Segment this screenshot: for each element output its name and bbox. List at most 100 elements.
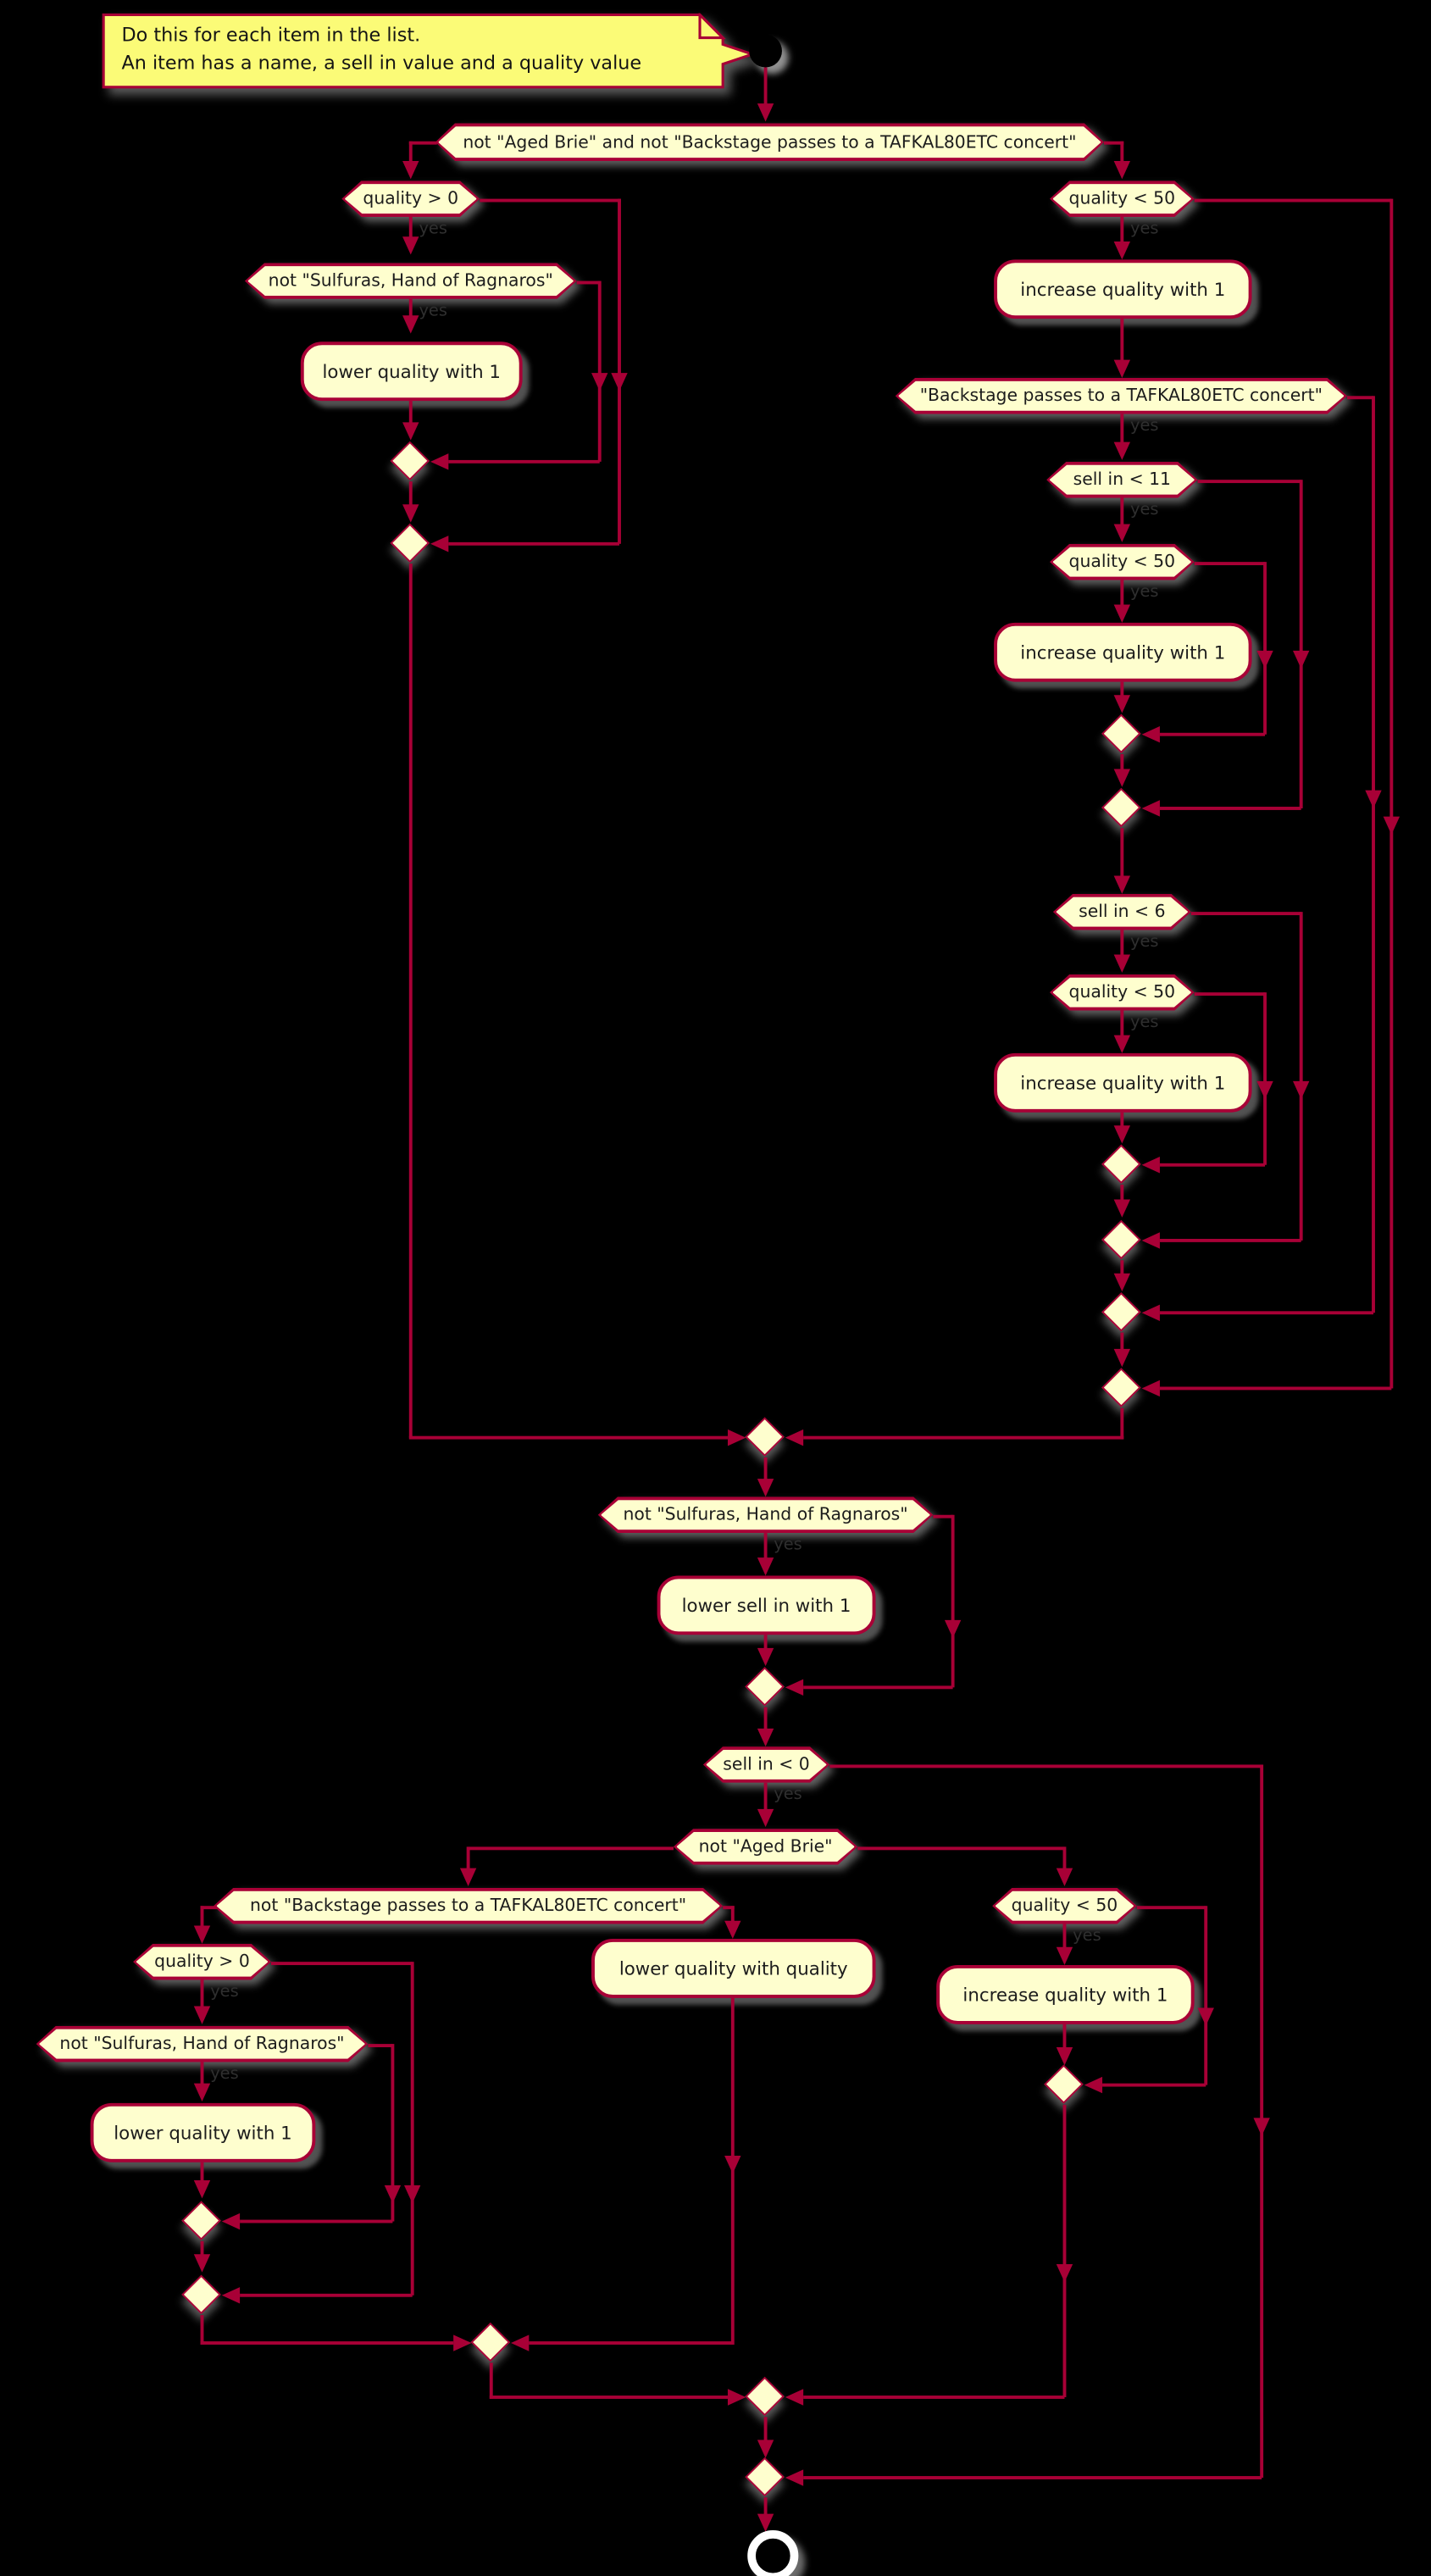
arrowhead-down [1056,2046,1073,2066]
arrowhead-left [785,2389,804,2406]
flow-line [391,2044,394,2222]
start-node [749,34,782,68]
flow-line [1263,562,1267,735]
activity-lower-quality-with-1: lower quality with 1 [90,2102,316,2162]
merge-diamond [1044,2064,1084,2104]
flow-line [200,2162,203,2190]
arrowhead-down [757,1808,774,1828]
flow-line [1120,1010,1123,1044]
condition-not-aged-brie: not "Aged Brie" [674,1829,857,1865]
arrowhead-down [1113,242,1131,260]
activity-label: lower quality with quality [618,1957,848,1979]
condition-label: quality > 0 [363,188,459,209]
arrowhead-down [724,1920,741,1940]
flow-line [1120,414,1123,452]
flow-line [1062,1924,1066,1957]
flow-line [240,2293,413,2296]
flow-line [730,1906,734,1931]
condition-quality-lt-50: quality < 50 [1050,180,1195,217]
condition-label: not "Sulfuras, Hand of Ragnaros" [59,2034,345,2054]
condition-not-sulfuras: not "Sulfuras, Hand of Ragnaros" [598,1496,934,1533]
flow-line [200,2240,203,2264]
condition-not-sulfuras: not "Sulfuras, Hand of Ragnaros" [245,263,577,299]
flow-line [1104,141,1124,144]
arrowhead-down [384,2185,402,2204]
arrowhead-down [757,1557,774,1576]
arrowhead-down [1056,2263,1073,2283]
condition-not-backstage: not "Aged Brie" and not "Backstage passe… [214,1888,723,1924]
condition-backstage-passes: "Backstage passes to a TAFKAL80ETC conce… [896,378,1347,414]
flow-line [1299,480,1302,808]
arrowhead-down [611,373,628,391]
flow-line [803,2476,1262,2479]
flow-line [1120,319,1123,370]
flow-line [1159,1163,1266,1166]
flow-line [1062,2104,1066,2398]
flow-line [489,2362,492,2399]
arrowhead-down [1365,790,1382,808]
hexagon-fill [601,1500,930,1530]
flow-line [200,2315,203,2345]
flow-line [466,1846,469,1877]
activity-lower-sell-in-with-1: lower sell in with 1 [657,1575,876,1635]
flow-line [763,1635,767,1658]
arrowhead-down [402,161,419,180]
flow-line [480,198,621,202]
flow-line [723,1906,735,1909]
flow-line [200,1979,203,2017]
condition-sell-in-lt-6: sell in < 6 [1053,894,1191,930]
arrowhead-down [1253,2118,1270,2136]
flow-line [763,1782,767,1819]
flow-line [857,1846,1065,1850]
note: Do this for each item in the list. An it… [102,11,759,96]
flow-line [468,1846,674,1850]
hexagon-fill [39,2029,365,2059]
guard-yes: yes [774,1535,802,1555]
hexagon-fill [1049,464,1195,495]
merge-diamond [1101,1144,1141,1185]
flow-line [763,1533,767,1566]
flow-line [1120,681,1123,705]
flow-line [448,541,620,545]
merge-diamond [745,2376,785,2417]
arrowhead-left [1141,800,1160,817]
flow-line [763,1457,767,1489]
flow-line [410,1962,413,2296]
flow-line [368,2044,393,2047]
arrowhead-down [402,422,419,441]
flow-line [1102,2083,1206,2086]
arrowhead-left [785,1679,804,1696]
flow-line [448,459,600,464]
flow-line [489,2396,728,2399]
condition-quality-lt-50: quality < 50 [1050,544,1195,580]
arrowhead-left [511,2334,530,2351]
arrowhead-down [757,2440,774,2458]
flow-line [1190,912,1301,915]
condition-label: sell in < 6 [1079,902,1166,922]
note-fold-corner [698,11,726,40]
arrowhead-down [1113,604,1131,623]
hexagon-fill [438,126,1101,158]
condition-label: quality < 50 [1068,552,1176,572]
flow-line [1120,497,1123,535]
merge-diamond [390,523,430,564]
activity-increase-quality-with-1: increase quality with 1 [994,259,1252,319]
flow-line [1372,396,1375,1313]
arrowhead-down [1113,875,1131,894]
merge-diamond [1101,1291,1141,1332]
condition-sell-in-lt-0: sell in < 0 [703,1746,829,1783]
condition-label: not "Sulfuras, Hand of Ragnaros" [268,270,553,291]
activity-increase-quality-with-1: increase quality with 1 [994,622,1252,682]
flow-line [1159,807,1301,810]
flow-line [803,1685,953,1689]
flow-line [200,1906,217,1909]
guard-yes: yes [210,2065,239,2084]
merge-diamond [1101,1368,1141,1407]
flow-line [1120,1332,1123,1356]
flow-line [1204,1906,1207,2085]
condition-label: quality < 50 [1068,188,1176,209]
arrowhead-left [1141,726,1160,743]
flow-line [1194,992,1266,996]
hexagon-fill [247,266,574,297]
arrowhead-down [402,504,419,523]
